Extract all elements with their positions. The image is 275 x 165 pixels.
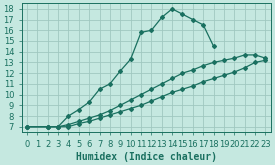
X-axis label: Humidex (Indice chaleur): Humidex (Indice chaleur) bbox=[76, 151, 217, 162]
